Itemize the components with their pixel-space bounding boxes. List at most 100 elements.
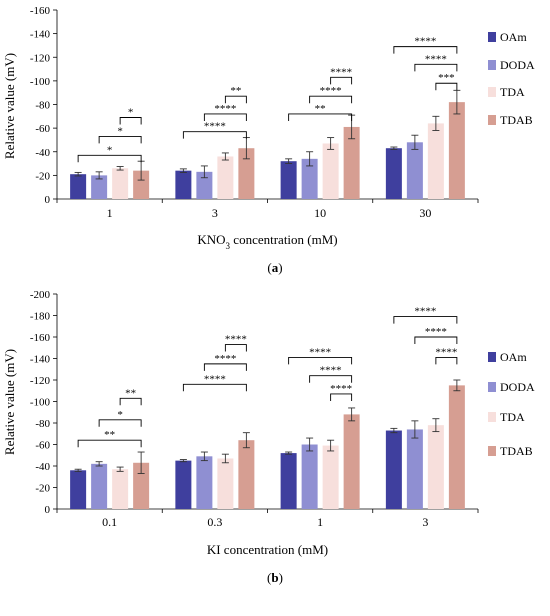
panel-b-x-tick-label: 3 [422,515,428,529]
panel-b-significance-label: **** [320,365,342,377]
panel-b-y-tick-label: 0 [45,504,51,516]
panel-a-bar-doda-30 [406,142,423,199]
panel-b-y-tick-label: -60 [35,440,50,452]
panel-a-significance-bracket [288,113,353,121]
panel-b-significance-bracket [182,383,247,392]
panel-b-bar-oam-1 [280,453,297,509]
panel-a-significance-bracket [98,135,142,144]
panel-b-significance-label: ** [125,387,136,399]
panel-b-significance-label: * [117,409,123,421]
panel-a-significance-bracket [77,154,142,163]
panel-b-legend-swatch-oam [488,352,496,362]
panel-a-significance-bracket [182,131,247,139]
panel-b-significance-label: **** [204,373,226,385]
panel-a-x-axis-label-part: 3 [226,241,231,251]
panel-b-significance-bracket [393,316,458,324]
panel-a-y-tick-label: -120 [30,52,51,64]
panel-b-significance-bracket [309,375,353,383]
panel-a-significance-label: * [117,125,123,137]
panel-a-significance-label: **** [425,53,447,65]
panel-b-significance-label: **** [330,383,352,395]
panel-a-significance-label: ** [230,85,241,97]
panel-b-significance-bracket [330,393,353,401]
panel-a-bar-oam-10 [280,161,297,199]
panel-a-chart: 0 -20 -40 -60 -80 -100 -120 -140 -160 1 3 10 30 Relat… [2,5,535,275]
panel-b-y-tick-label: -100 [30,397,51,409]
panel-a-x-tick-label: 10 [314,206,326,220]
panel-a-bar-tda-3 [217,156,234,199]
panel-a-caption-letter: a [272,260,279,275]
panel-b-bar-tdab-0_3 [238,440,255,509]
panel-a-legend-swatch-tda [488,87,496,97]
panel-b-legend-swatch-tda [488,412,496,422]
panel-b-bar-oam-0_1 [70,470,87,509]
panel-b-legend-swatch-tdab [488,446,496,456]
panel-b-bar-doda-0_1 [91,463,108,509]
panel-a-bar-oam-1 [70,174,87,199]
panel-b-y-tick-label: -40 [35,461,50,473]
panel-b-significance-bracket [435,356,458,365]
panel-a-bar-tda-10 [322,143,339,199]
panel-a-legend-label-tdab: TDAB [500,113,533,127]
panel-a-significance-label: **** [330,66,352,78]
panel-b-bar-doda-3 [406,429,423,509]
panel-a-bar-tdab-30 [448,102,465,199]
panel-b-x-axis-label: KI concentration (mM) [207,542,328,557]
panel-b-significance-bracket [119,397,142,406]
panel-b-chart: 0 -20 -40 -60 -80 -100 -120 -140 -160 -180 -200 0.1… [2,289,535,585]
panel-b-bar-doda-1 [301,444,318,509]
panel-b-bar-tda-0_3 [217,458,234,509]
panel-b-significance-label: **** [309,346,331,358]
panel-a-bar-tdab-10 [343,126,360,199]
panel-a-significance-label: * [128,106,134,118]
panel-b-significance-bracket [77,439,142,448]
panel-a-bar-doda-3 [196,171,213,199]
panel-b-significance-bracket [414,336,458,344]
panel-a-bar-tda-1 [112,168,129,199]
panel-a-bar-tda-30 [427,123,444,199]
panel-b-bar-tda-3 [427,425,444,509]
panel-b-x-tick-label: 0.3 [207,515,222,529]
panel-b-legend-label-doda: DODA [500,380,535,394]
panel-b-caption: (b) [267,570,283,585]
panel-b-significance-label: **** [225,334,247,346]
panel-a-y-tick-label: -100 [30,76,51,88]
panel-b-y-tick-label: -140 [30,354,51,366]
panel-a-significance-bracket [224,95,247,104]
panel-b-significance-label: **** [414,306,436,318]
panel-b-significance-label: **** [435,346,457,358]
panel-a-x-axis-label-part: KNO [197,232,225,247]
panel-b-x-tick-label: 1 [317,515,323,529]
panel-a-bar-oam-30 [385,148,402,199]
panel-b-legend-label-oam: OAm [500,350,527,364]
panel-b-bar-oam-3 [385,430,402,509]
panel-a-bar-doda-1 [91,175,108,199]
panel-a-legend-swatch-oam [488,32,496,42]
panel-a-bar-tdab-3 [238,148,255,199]
panel-b-y-axis-label: Relative value (mV) [2,349,17,455]
panel-a-significance-label: ** [315,103,326,115]
panel-b-significance-label: **** [214,353,236,365]
panel-a-y-tick-label: -80 [35,100,50,112]
panel-a-bar-tdab-1 [133,170,150,199]
panel-b-bar-oam-0_3 [175,460,192,509]
panel-a-significance-bracket [203,113,247,121]
panel-a-y-tick-label: 0 [45,194,51,206]
panel-a-significance-label: **** [214,103,236,115]
panel-a-significance-bracket [119,117,142,125]
panel-b-y-tick-label: -120 [30,375,51,387]
panel-b-bar-tdab-3 [448,385,465,509]
panel-b-significance-bracket [288,356,353,365]
panel-a-y-axis-label: Relative value (mV) [2,53,17,159]
panel-b-y-tick-label: -180 [30,311,51,323]
panel-b-significance-bracket [203,363,247,371]
panel-a-legend-label-oam: OAm [500,30,527,44]
panel-b-caption-letter: b [271,570,278,585]
panel-a-significance-bracket [435,82,458,91]
panel-a-significance-label: **** [414,36,436,48]
panel-a-x-axis-label-part: concentration (mM) [230,232,338,247]
panel-a-significance-bracket [330,76,353,85]
panel-a-x-tick-label: 30 [419,206,431,220]
panel-b-significance-bracket [98,419,142,427]
